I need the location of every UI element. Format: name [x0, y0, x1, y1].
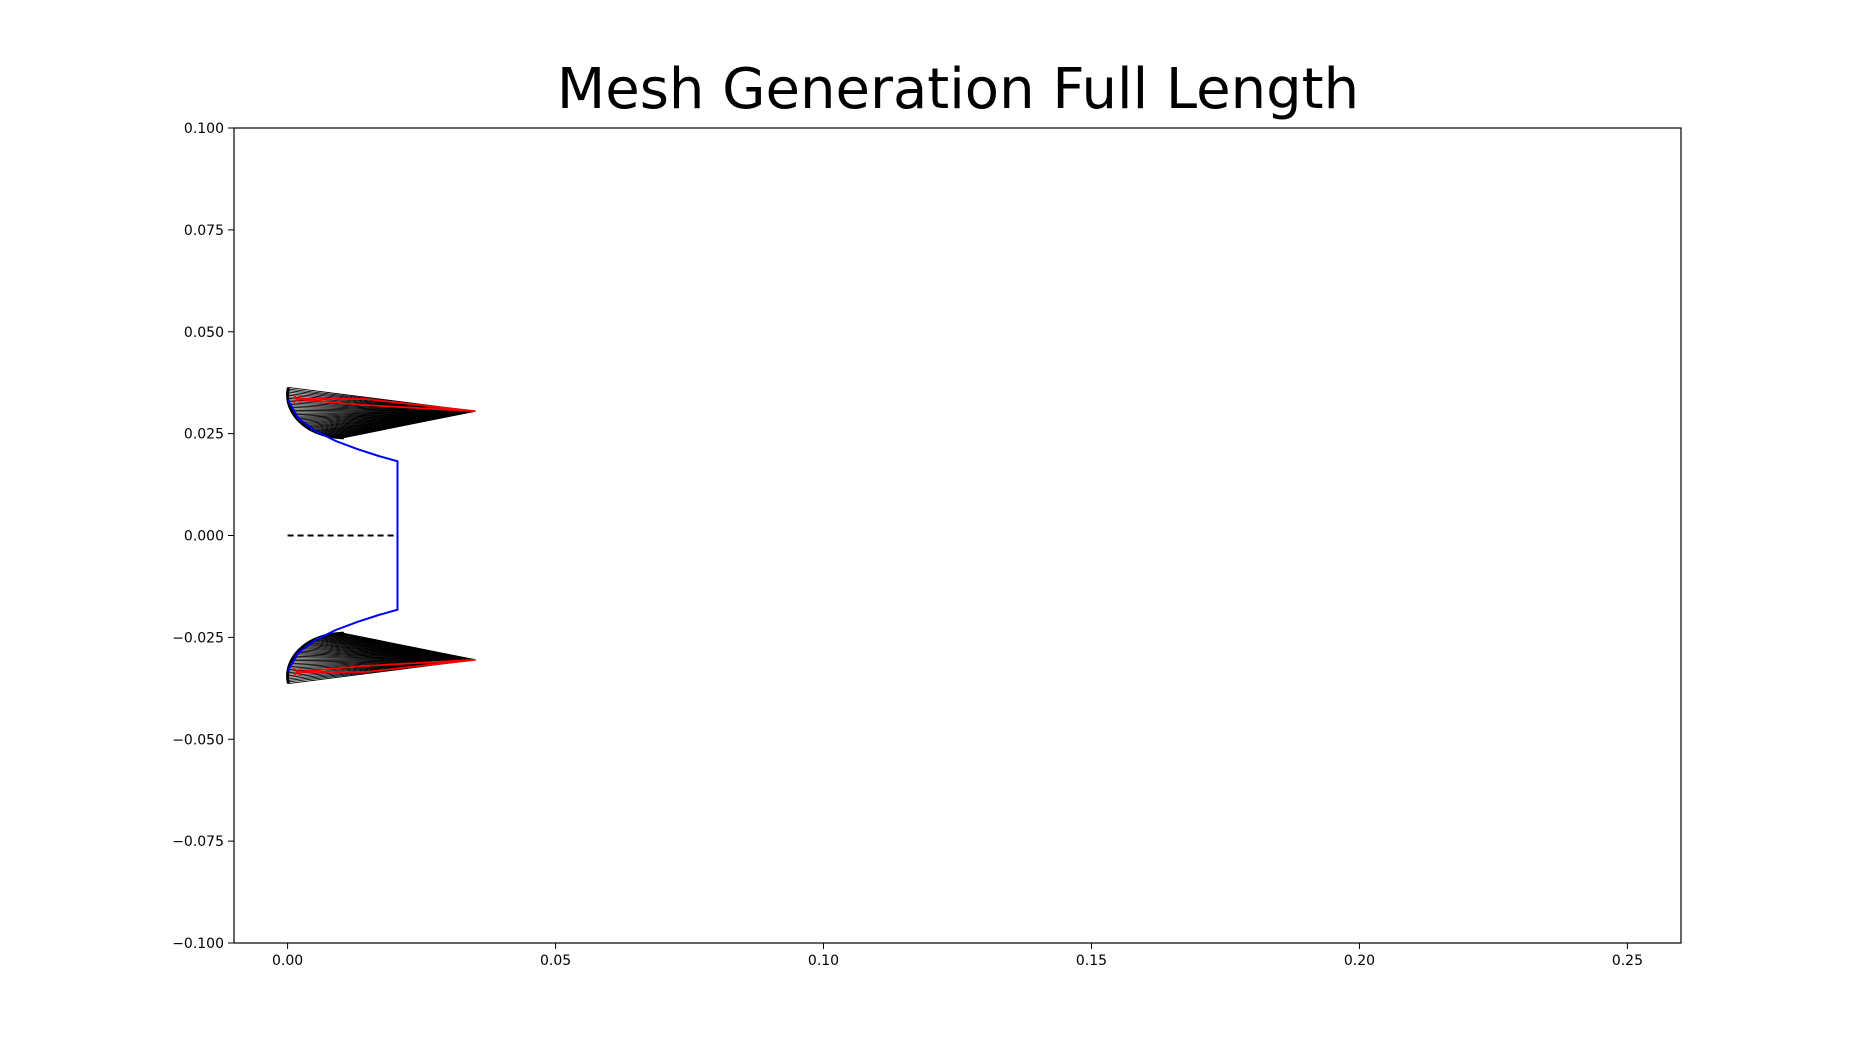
series-line-red-outline-3 — [295, 658, 476, 673]
y-tick-label: 0.000 — [184, 529, 224, 545]
x-tick-label: 0.10 — [808, 953, 839, 969]
y-tick-label: −0.050 — [172, 732, 224, 748]
y-tick-label: 0.050 — [184, 325, 224, 341]
chart-title: Mesh Generation Full Length — [556, 57, 1360, 122]
mesh-arc — [286, 631, 344, 684]
series-line-blue-solid-0 — [287, 399, 399, 672]
y-tick-label: 0.100 — [184, 121, 224, 137]
y-tick-label: −0.100 — [172, 936, 224, 952]
y-tick-label: −0.075 — [172, 834, 224, 850]
y-tick-label: 0.025 — [184, 427, 224, 443]
x-tick-label: 0.20 — [1344, 953, 1375, 969]
x-tick-label: 0.15 — [1076, 953, 1107, 969]
series-line-red-outline-2 — [295, 398, 476, 413]
x-marker — [292, 394, 302, 404]
plot-frame — [233, 127, 1682, 944]
y-tick-label: 0.075 — [184, 223, 224, 239]
x-tick-label: 0.00 — [272, 953, 303, 969]
y-tick-label: −0.025 — [172, 630, 224, 646]
mesh-line — [343, 632, 476, 661]
x-tick-label: 0.05 — [540, 953, 571, 969]
x-marker — [292, 667, 302, 677]
mesh-line — [343, 410, 476, 439]
x-tick-label: 0.25 — [1612, 953, 1643, 969]
mesh-arc — [286, 387, 344, 440]
